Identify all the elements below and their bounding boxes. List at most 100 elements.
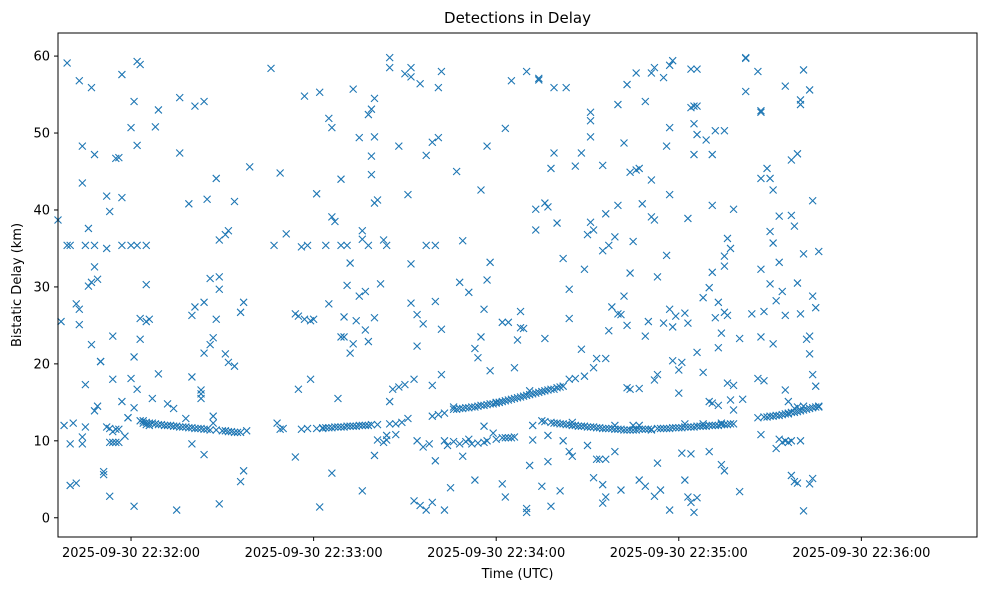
data-point [181,414,190,423]
y-tick-label: 60 [33,50,50,65]
data-point [99,467,108,476]
data-point [507,395,516,404]
data-point [200,298,208,307]
data-point [793,279,802,287]
data-point [647,426,656,434]
data-point [589,226,598,234]
data-point [124,413,132,422]
data-point [385,420,394,428]
data-point [294,385,303,394]
data-point [361,326,370,334]
data-point [245,162,254,171]
data-point [133,141,142,150]
data-point [781,409,790,418]
data-point [699,293,708,302]
data-point [209,333,218,342]
data-point [793,479,802,488]
data-point [142,241,151,250]
data-point [276,425,285,434]
data-point [236,477,245,486]
data-point [680,309,689,317]
data-point [230,428,239,437]
data-point [331,423,339,431]
data-point [337,241,345,250]
data-point [464,435,473,444]
data-point [547,164,555,173]
data-point [90,263,99,271]
data-point [766,227,774,236]
data-point [93,275,102,284]
data-point [401,69,409,78]
data-point [787,156,796,164]
data-point [504,396,513,404]
data-point [705,283,714,292]
data-point [413,310,421,319]
data-point [687,65,695,74]
data-point [565,447,574,456]
data-point [729,381,738,390]
data-point [781,82,790,90]
data-point [717,460,726,469]
data-point [376,279,385,288]
data-point [452,167,461,176]
data-point [769,186,778,194]
data-point [270,241,278,250]
data-point [239,298,248,307]
data-point [620,426,628,434]
data-point [592,455,601,464]
data-point [589,363,598,372]
data-point [769,339,778,348]
data-point [321,423,330,432]
data-point [419,319,428,328]
data-point [206,426,215,434]
data-point [154,106,163,114]
data-point [711,313,720,322]
data-point [550,83,558,92]
data-point [501,433,510,442]
data-point [84,282,93,291]
data-point [592,354,601,363]
data-point [197,386,205,394]
y-tick-label: 10 [33,434,50,449]
data-point [108,332,117,341]
data-point [78,433,87,441]
data-point [677,449,686,458]
data-point [184,199,193,208]
data-point [321,241,330,250]
data-point [687,498,695,507]
data-point [483,276,491,284]
data-point [419,443,428,451]
data-point [501,493,510,501]
data-point [66,241,75,250]
data-point [565,314,574,323]
data-point [118,397,126,406]
data-point [699,368,708,377]
data-point [367,105,376,114]
data-point [224,358,233,367]
data-point [659,73,668,82]
data-point [790,222,799,231]
data-point [370,451,379,460]
data-point [772,296,781,305]
data-point [440,436,449,445]
data-point [729,205,738,214]
data-point [154,369,163,378]
chart-title: Detections in Delay [444,9,591,27]
data-point [130,353,138,361]
data-point [397,418,406,427]
data-point [495,398,504,407]
data-point [404,190,412,199]
data-point [544,431,552,440]
data-point [355,133,364,142]
data-point [334,423,342,431]
data-point [136,335,145,344]
data-point [784,397,793,406]
data-point [324,299,333,308]
data-point [483,436,491,445]
data-point [522,504,531,513]
data-point [464,288,473,297]
data-point [787,211,796,220]
data-point [486,258,495,267]
data-point [373,196,382,204]
data-point [534,74,543,83]
